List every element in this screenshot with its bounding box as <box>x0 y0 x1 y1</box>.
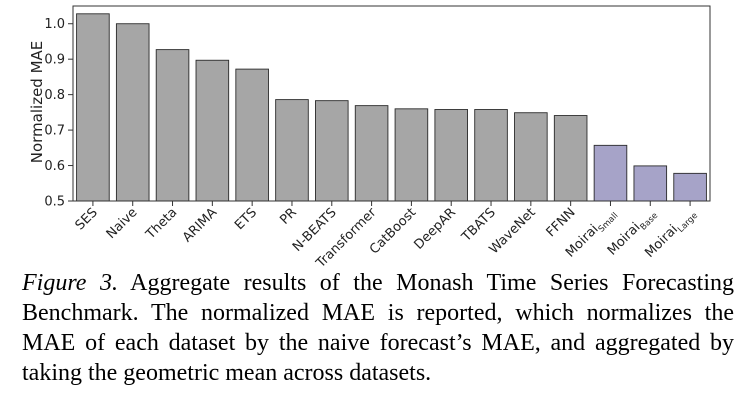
figure-label: Figure 3. <box>22 270 118 296</box>
y-tick-label: 1.0 <box>44 17 65 32</box>
bar <box>673 172 707 202</box>
y-tick-label: 0.8 <box>44 88 65 103</box>
x-tick-label: Theta <box>143 205 181 243</box>
axes: 0.5 0.6 0.7 0.8 0.9 1.0 <box>44 5 711 210</box>
bar <box>354 105 389 202</box>
bars <box>76 13 707 202</box>
bar <box>195 59 230 202</box>
bar <box>76 13 110 202</box>
bar <box>434 109 468 202</box>
bar <box>514 112 548 202</box>
x-tick-label: PR <box>277 205 300 228</box>
bar <box>275 99 309 202</box>
x-tick-label: SES <box>73 205 101 233</box>
x-tick-label: ETS <box>232 205 260 233</box>
bar <box>474 109 508 202</box>
bar <box>315 100 349 202</box>
bar <box>633 165 668 202</box>
y-tick-label: 0.5 <box>44 195 65 210</box>
bar <box>553 115 588 202</box>
bar-chart: 0.5 0.6 0.7 0.8 0.9 1.0 SES Naive Theta ARIMA ETS… <box>28 5 711 268</box>
bar <box>155 49 190 202</box>
plot-frame <box>72 5 711 202</box>
x-tick-label: DeepAR <box>412 205 460 253</box>
x-tick-labels: SES Naive Theta ARIMA ETS PRN-BEATSTransforme… <box>73 205 700 268</box>
caption-text: Aggregate results of the Monash Time Ser… <box>22 270 735 386</box>
bar <box>394 108 429 202</box>
x-tick-label: FFNN <box>544 205 579 240</box>
y-tick-label: 0.6 <box>44 159 65 174</box>
y-tick-label: 0.9 <box>44 53 65 68</box>
y-tick-label: 0.7 <box>44 124 65 139</box>
bar <box>115 23 150 202</box>
bar <box>235 68 269 202</box>
figure-caption: Figure 3. Aggregate results of the Monas… <box>22 268 734 388</box>
bar <box>593 144 628 202</box>
x-tick-label: Naive <box>104 205 141 242</box>
x-tick-label: ARIMA <box>180 205 220 245</box>
y-axis-label: Normalized MAE <box>28 41 46 164</box>
